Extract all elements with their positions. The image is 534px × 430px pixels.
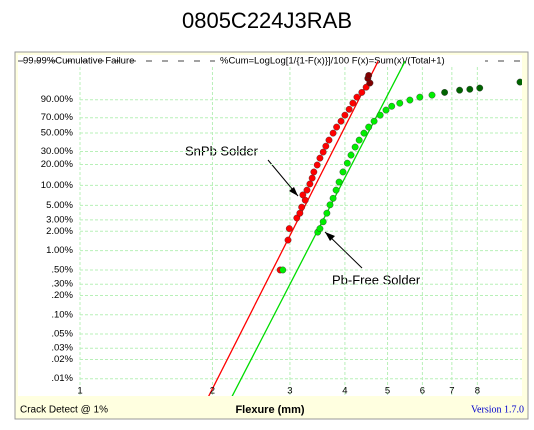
annotation: SnPb Solder <box>185 143 259 158</box>
x-axis-label: Flexure (mm) <box>235 404 304 416</box>
y-tick-label: 70.00% <box>41 112 74 123</box>
x-tick-label: 1 <box>77 386 82 397</box>
data-point <box>349 99 357 107</box>
data-point <box>306 180 314 188</box>
data-point <box>329 194 337 202</box>
data-point <box>298 203 306 211</box>
x-tick-label: 8 <box>475 386 480 397</box>
chart-title: 0805C224J3RAB <box>182 8 352 33</box>
y-tick-label: 20.00% <box>41 159 74 170</box>
data-point <box>358 88 366 96</box>
data-point <box>341 111 349 119</box>
data-point <box>319 218 327 226</box>
y-tick-label: 1.00% <box>46 245 73 256</box>
y-tick-label: .03% <box>51 343 73 354</box>
data-point <box>335 178 343 186</box>
data-point <box>316 154 324 162</box>
data-point <box>319 148 327 156</box>
data-point <box>296 209 304 217</box>
y-tick-label: 99.99%Cumulative Failure <box>23 56 134 67</box>
x-tick-label: 2 <box>210 386 215 397</box>
data-point <box>351 143 359 151</box>
data-point <box>362 83 370 91</box>
y-tick-label: 5.00% <box>46 200 73 211</box>
arrow-head <box>289 187 298 196</box>
data-point <box>323 209 331 217</box>
footer-left: Crack Detect @ 1% <box>20 405 108 416</box>
data-point <box>382 106 390 114</box>
arrow-head <box>325 232 335 241</box>
data-point <box>441 88 449 96</box>
data-point <box>316 225 324 232</box>
data-point <box>388 102 396 110</box>
y-tick-label: 90.00% <box>41 94 74 105</box>
plot-area <box>18 55 522 396</box>
data-point <box>308 174 316 182</box>
data-point <box>365 123 373 131</box>
y-tick-label: 30.00% <box>41 146 74 157</box>
data-point <box>325 136 333 144</box>
data-point <box>293 214 301 222</box>
fit-line <box>208 60 379 396</box>
x-tick-label: 7 <box>449 386 454 397</box>
formula-bg <box>215 55 485 67</box>
data-point <box>396 99 404 107</box>
data-point <box>347 151 355 159</box>
data-point <box>345 105 353 113</box>
data-point <box>456 86 464 94</box>
formula: %Cum=LogLog[1/{1-F(x)}]/100 F(x)=Sum(x)/… <box>220 56 445 67</box>
data-point <box>299 191 307 199</box>
y-tick-label: 3.00% <box>46 214 73 225</box>
data-point <box>370 117 378 125</box>
data-point <box>332 186 340 194</box>
y-tick-label: .05% <box>51 329 73 340</box>
data-point <box>516 78 522 86</box>
data-point <box>343 159 351 167</box>
data-point <box>337 117 345 125</box>
data-point <box>353 93 361 101</box>
footer-right: Version 1.7.0 <box>471 404 524 415</box>
data-point <box>333 123 341 131</box>
y-tick-label: .10% <box>51 309 73 320</box>
data-point <box>406 96 414 104</box>
data-point <box>376 111 384 119</box>
data-point <box>339 168 347 176</box>
x-tick-label: 3 <box>287 386 292 397</box>
y-tick-label: .02% <box>51 354 73 365</box>
data-point <box>428 91 436 99</box>
y-tick-label: .30% <box>51 279 73 290</box>
y-tick-label: 10.00% <box>41 180 74 191</box>
data-point <box>355 136 363 144</box>
data-point <box>313 161 321 169</box>
data-point <box>285 225 293 232</box>
y-tick-label: .50% <box>51 264 73 275</box>
data-point <box>329 129 337 137</box>
data-point <box>416 93 424 101</box>
y-tick-label: 2.00% <box>46 226 73 237</box>
x-tick-label: 4 <box>342 386 347 397</box>
annotation: Pb-Free Solder <box>332 272 421 287</box>
data-point <box>284 236 292 244</box>
y-tick-label: .20% <box>51 290 73 301</box>
data-point <box>476 84 484 92</box>
y-tick-label: 50.00% <box>41 128 74 139</box>
data-point <box>466 85 474 93</box>
data-point <box>326 201 334 209</box>
data-point <box>303 186 311 194</box>
data-point <box>322 142 330 150</box>
y-tick-label: .01% <box>51 373 73 384</box>
data-point <box>279 266 287 274</box>
x-tick-label: 5 <box>385 386 390 397</box>
x-tick-label: 6 <box>420 386 425 397</box>
plot-layer <box>79 60 522 396</box>
data-point <box>360 129 368 137</box>
data-point <box>365 72 373 79</box>
data-point <box>310 168 318 176</box>
